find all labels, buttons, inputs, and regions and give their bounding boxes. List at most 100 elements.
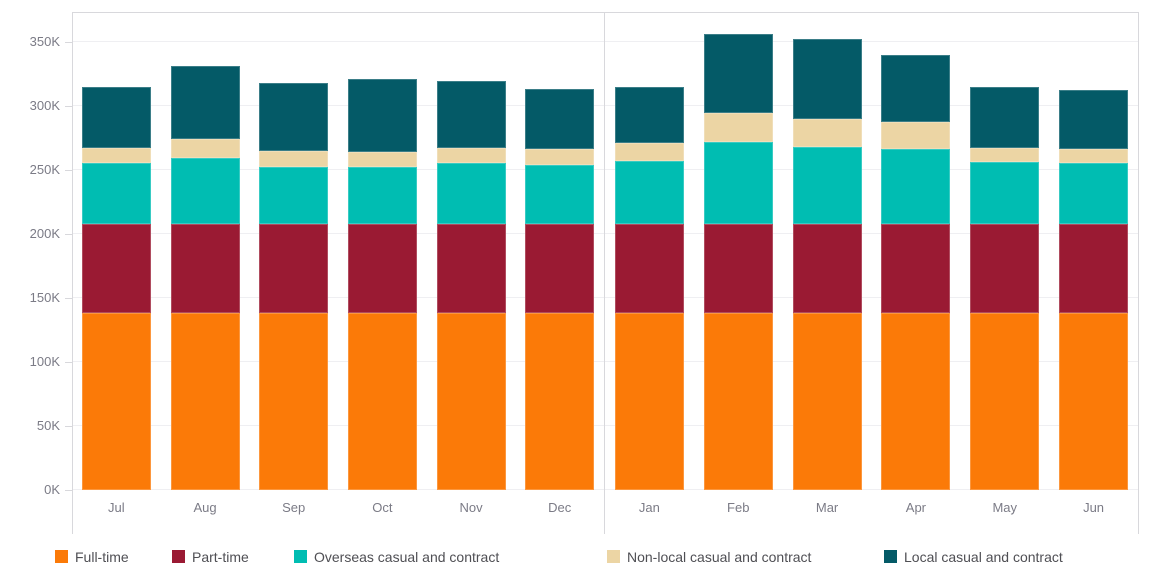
bar-segment-overseas-casual-and-contract[interactable] bbox=[347, 167, 417, 224]
bar-segment-part-time[interactable] bbox=[703, 223, 773, 314]
bar-segment-part-time[interactable] bbox=[525, 223, 595, 314]
gridline bbox=[605, 232, 1138, 234]
bar-segment-local-casual-and-contract[interactable] bbox=[259, 82, 329, 151]
bar-segment-local-casual-and-contract[interactable] bbox=[792, 39, 862, 119]
bar-segment-overseas-casual-and-contract[interactable] bbox=[436, 163, 506, 224]
bar-segment-part-time[interactable] bbox=[170, 223, 240, 314]
bar-segment-full-time[interactable] bbox=[1059, 313, 1129, 490]
bar-segment-overseas-casual-and-contract[interactable] bbox=[614, 160, 684, 224]
bar-segment-local-casual-and-contract[interactable] bbox=[347, 78, 417, 152]
gridline bbox=[72, 104, 604, 106]
bar-segment-overseas-casual-and-contract[interactable] bbox=[525, 164, 595, 224]
bar-segment-local-casual-and-contract[interactable] bbox=[881, 54, 951, 123]
bar-segment-overseas-casual-and-contract[interactable] bbox=[81, 163, 151, 224]
legend-item-part-time[interactable]: Part-time bbox=[172, 548, 249, 565]
bar-segment-non-local-casual-and-contract[interactable] bbox=[525, 149, 595, 165]
bar-segment-overseas-casual-and-contract[interactable] bbox=[259, 167, 329, 224]
gridline bbox=[72, 232, 604, 234]
bar-segment-overseas-casual-and-contract[interactable] bbox=[1059, 163, 1129, 224]
bar-segment-non-local-casual-and-contract[interactable] bbox=[170, 139, 240, 159]
bar-segment-full-time[interactable] bbox=[614, 313, 684, 490]
legend-label: Local casual and contract bbox=[904, 548, 1063, 565]
bar-segment-full-time[interactable] bbox=[881, 313, 951, 490]
legend-label: Non-local casual and contract bbox=[627, 548, 812, 565]
bar-segment-local-casual-and-contract[interactable] bbox=[614, 86, 684, 143]
bar-segment-full-time[interactable] bbox=[347, 313, 417, 490]
x-tick-aug: Aug bbox=[193, 500, 217, 515]
bar-slot bbox=[960, 12, 1049, 490]
bar-segment-overseas-casual-and-contract[interactable] bbox=[792, 146, 862, 224]
bar-segment-full-time[interactable] bbox=[525, 313, 595, 490]
bar-segment-full-time[interactable] bbox=[81, 313, 151, 490]
bar-slot bbox=[338, 12, 427, 490]
x-tick-oct: Oct bbox=[372, 500, 393, 515]
bar-segment-non-local-casual-and-contract[interactable] bbox=[347, 151, 417, 168]
plot-border-right bbox=[1138, 12, 1139, 534]
y-tick-label: 200K bbox=[29, 225, 60, 241]
bar-segment-part-time[interactable] bbox=[792, 223, 862, 314]
bar-segment-part-time[interactable] bbox=[970, 223, 1040, 314]
legend-item-overseas-casual-and-contract[interactable]: Overseas casual and contract bbox=[294, 548, 499, 565]
bar-slot bbox=[161, 12, 250, 490]
y-tick-mark bbox=[65, 426, 72, 427]
bar-segment-part-time[interactable] bbox=[614, 223, 684, 314]
bar-segment-part-time[interactable] bbox=[1059, 223, 1129, 314]
bar-segment-non-local-casual-and-contract[interactable] bbox=[259, 150, 329, 168]
bar-segment-full-time[interactable] bbox=[259, 313, 329, 490]
bar-segment-part-time[interactable] bbox=[81, 223, 151, 314]
bar-segment-local-casual-and-contract[interactable] bbox=[436, 81, 506, 149]
bar-segment-overseas-casual-and-contract[interactable] bbox=[970, 162, 1040, 224]
bar-segment-local-casual-and-contract[interactable] bbox=[525, 89, 595, 150]
bar-segment-local-casual-and-contract[interactable] bbox=[81, 86, 151, 149]
y-tick-mark bbox=[65, 106, 72, 107]
bar-segment-non-local-casual-and-contract[interactable] bbox=[614, 142, 684, 161]
bar-segment-part-time[interactable] bbox=[259, 223, 329, 314]
legend-item-non-local-casual-and-contract[interactable]: Non-local casual and contract bbox=[607, 548, 811, 565]
x-tick-may: May bbox=[992, 500, 1017, 515]
bar-slot bbox=[783, 12, 872, 490]
bar-slot bbox=[605, 12, 694, 490]
bar-segment-part-time[interactable] bbox=[881, 223, 951, 314]
bar-segment-non-local-casual-and-contract[interactable] bbox=[703, 113, 773, 142]
bar-segment-overseas-casual-and-contract[interactable] bbox=[170, 158, 240, 224]
bar-segment-non-local-casual-and-contract[interactable] bbox=[81, 148, 151, 164]
y-tick-label: 250K bbox=[29, 161, 60, 177]
plot-border-top bbox=[72, 12, 1138, 13]
bar-segment-overseas-casual-and-contract[interactable] bbox=[881, 149, 951, 224]
bar-segment-local-casual-and-contract[interactable] bbox=[703, 34, 773, 114]
y-tick-mark bbox=[65, 362, 72, 363]
bar-segment-non-local-casual-and-contract[interactable] bbox=[881, 122, 951, 150]
bar-segment-part-time[interactable] bbox=[347, 223, 417, 314]
legend-item-full-time[interactable]: Full-time bbox=[55, 548, 129, 565]
gridline bbox=[72, 360, 604, 362]
x-tick-jan: Jan bbox=[638, 500, 660, 515]
bar-segment-full-time[interactable] bbox=[970, 313, 1040, 490]
y-tick-label: 350K bbox=[29, 33, 60, 49]
bar-dec bbox=[525, 89, 595, 490]
bar-slot bbox=[871, 12, 960, 490]
bar-segment-non-local-casual-and-contract[interactable] bbox=[792, 118, 862, 147]
bar-segment-non-local-casual-and-contract[interactable] bbox=[436, 148, 506, 164]
bar-segment-non-local-casual-and-contract[interactable] bbox=[970, 148, 1040, 163]
gridline bbox=[605, 40, 1138, 42]
bar-segment-local-casual-and-contract[interactable] bbox=[970, 86, 1040, 149]
legend-label: Overseas casual and contract bbox=[314, 548, 500, 565]
bar-segment-non-local-casual-and-contract[interactable] bbox=[1059, 149, 1129, 164]
bar-segment-full-time[interactable] bbox=[703, 313, 773, 490]
legend-item-local-casual-and-contract[interactable]: Local casual and contract bbox=[884, 548, 1063, 565]
bar-segment-local-casual-and-contract[interactable] bbox=[1059, 90, 1129, 150]
bar-segment-local-casual-and-contract[interactable] bbox=[170, 66, 240, 140]
bar-oct bbox=[347, 78, 417, 490]
y-tick-label: 0K bbox=[44, 482, 60, 497]
bar-mar bbox=[792, 39, 862, 490]
legend-swatch-icon bbox=[884, 550, 897, 563]
bar-segment-overseas-casual-and-contract[interactable] bbox=[703, 141, 773, 224]
bar-segment-full-time[interactable] bbox=[792, 313, 862, 490]
gridline bbox=[605, 104, 1138, 106]
bar-segment-full-time[interactable] bbox=[436, 313, 506, 490]
bar-segment-full-time[interactable] bbox=[170, 313, 240, 490]
x-tick-feb: Feb bbox=[727, 500, 750, 515]
y-tick-mark bbox=[65, 234, 72, 235]
bar-segment-part-time[interactable] bbox=[436, 223, 506, 314]
y-tick-mark bbox=[65, 298, 72, 299]
